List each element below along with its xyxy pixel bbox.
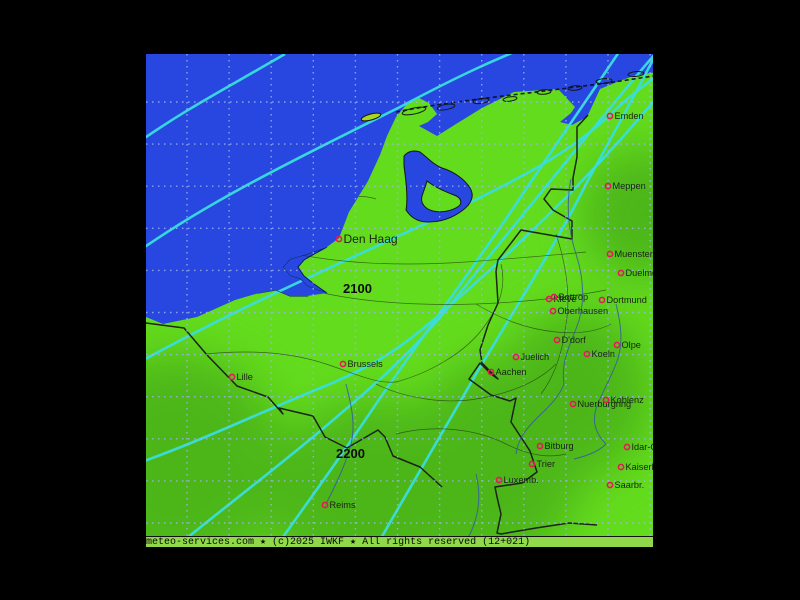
svg-text:Kaiserl.: Kaiserl.	[626, 462, 654, 472]
svg-text:Lille: Lille	[237, 372, 253, 382]
svg-text:Koblenz: Koblenz	[611, 395, 645, 405]
svg-text:Koeln: Koeln	[592, 349, 616, 359]
svg-text:D'dorf: D'dorf	[562, 335, 587, 345]
svg-text:Olpe: Olpe	[622, 340, 641, 350]
svg-text:2200: 2200	[336, 446, 365, 461]
svg-text:Idar-Oberst.: Idar-Oberst.	[632, 442, 654, 452]
svg-text:Aachen: Aachen	[496, 367, 527, 377]
svg-text:Dortmund: Dortmund	[607, 295, 647, 305]
svg-text:Bitburg: Bitburg	[545, 441, 574, 451]
svg-text:Juelich: Juelich	[521, 352, 550, 362]
svg-text:Reims: Reims	[330, 500, 356, 510]
svg-text:Duelmen: Duelmen	[626, 268, 654, 278]
svg-text:Saarbr.: Saarbr.	[615, 480, 645, 490]
svg-text:Brussels: Brussels	[348, 359, 384, 369]
svg-text:Emden: Emden	[615, 111, 644, 121]
svg-text:Meppen: Meppen	[613, 181, 646, 191]
svg-text:Den Haag: Den Haag	[344, 232, 398, 246]
svg-text:Luxemb.: Luxemb.	[504, 475, 539, 485]
svg-text:Muenster: Muenster	[615, 249, 653, 259]
svg-text:Oberhausen: Oberhausen	[558, 306, 609, 316]
svg-text:2100: 2100	[343, 281, 372, 296]
svg-text:Bottrop: Bottrop	[559, 292, 589, 302]
svg-text:Trier: Trier	[537, 459, 556, 469]
